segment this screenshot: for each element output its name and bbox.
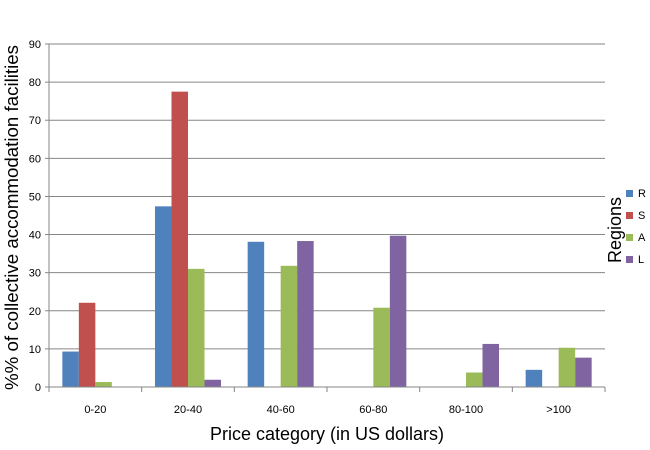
bar-R — [62, 351, 79, 387]
bar-L — [482, 343, 499, 387]
legend-label-R: R — [638, 188, 646, 200]
x-axis-title: Price category (in US dollars) — [210, 424, 444, 444]
bar-A — [466, 372, 483, 387]
bars — [62, 91, 592, 387]
bar-L — [297, 241, 314, 387]
x-tick-label: 80-100 — [449, 404, 483, 416]
bar-L — [204, 379, 221, 387]
x-tick-label: 20-40 — [174, 404, 202, 416]
y-tick-label: 40 — [29, 230, 41, 242]
y-tick-label: 60 — [29, 153, 41, 165]
y-axis-title: %% of collective accommodation facilitie… — [2, 45, 22, 390]
bar-S — [171, 91, 188, 387]
legend-label-L: L — [638, 254, 644, 266]
bar-R — [525, 369, 543, 387]
y-tick-label: 50 — [29, 191, 41, 203]
bar-S — [78, 302, 96, 387]
bar-A — [280, 265, 298, 387]
legend-swatch-A — [626, 234, 633, 241]
x-tick-label: 40-60 — [267, 404, 295, 416]
y-tick-label: 80 — [29, 77, 41, 89]
legend-swatch-R — [626, 190, 633, 197]
x-tick-label: >100 — [546, 404, 571, 416]
legend-label-S: S — [638, 210, 645, 222]
y-tick-label: 10 — [29, 344, 41, 356]
bar-A — [188, 268, 205, 387]
gridlines — [45, 43, 606, 392]
bar-A — [95, 382, 112, 387]
y-tick-label: 90 — [29, 39, 41, 51]
legend-label-A: A — [638, 232, 646, 244]
legend-swatch-L — [626, 256, 633, 263]
x-tick-label: 0-20 — [84, 404, 106, 416]
bar-R — [155, 206, 172, 387]
x-tick-label: 60-80 — [359, 404, 387, 416]
bar-A — [373, 307, 390, 387]
y-tick-label: 20 — [29, 306, 41, 318]
bar-R — [247, 241, 265, 387]
legend-title: Regions — [605, 197, 625, 263]
bar-A — [558, 347, 576, 387]
bar-L — [575, 357, 592, 387]
y-tick-label: 0 — [35, 382, 41, 394]
tick-labels: 0 10 20 30 40 50 60 70 80 90 0-20 20-40 40-60 60-80 80… — [29, 39, 571, 416]
y-tick-label: 30 — [29, 268, 41, 280]
legend-swatch-S — [626, 212, 633, 219]
y-tick-label: 70 — [29, 115, 41, 127]
bar-L — [389, 235, 407, 387]
